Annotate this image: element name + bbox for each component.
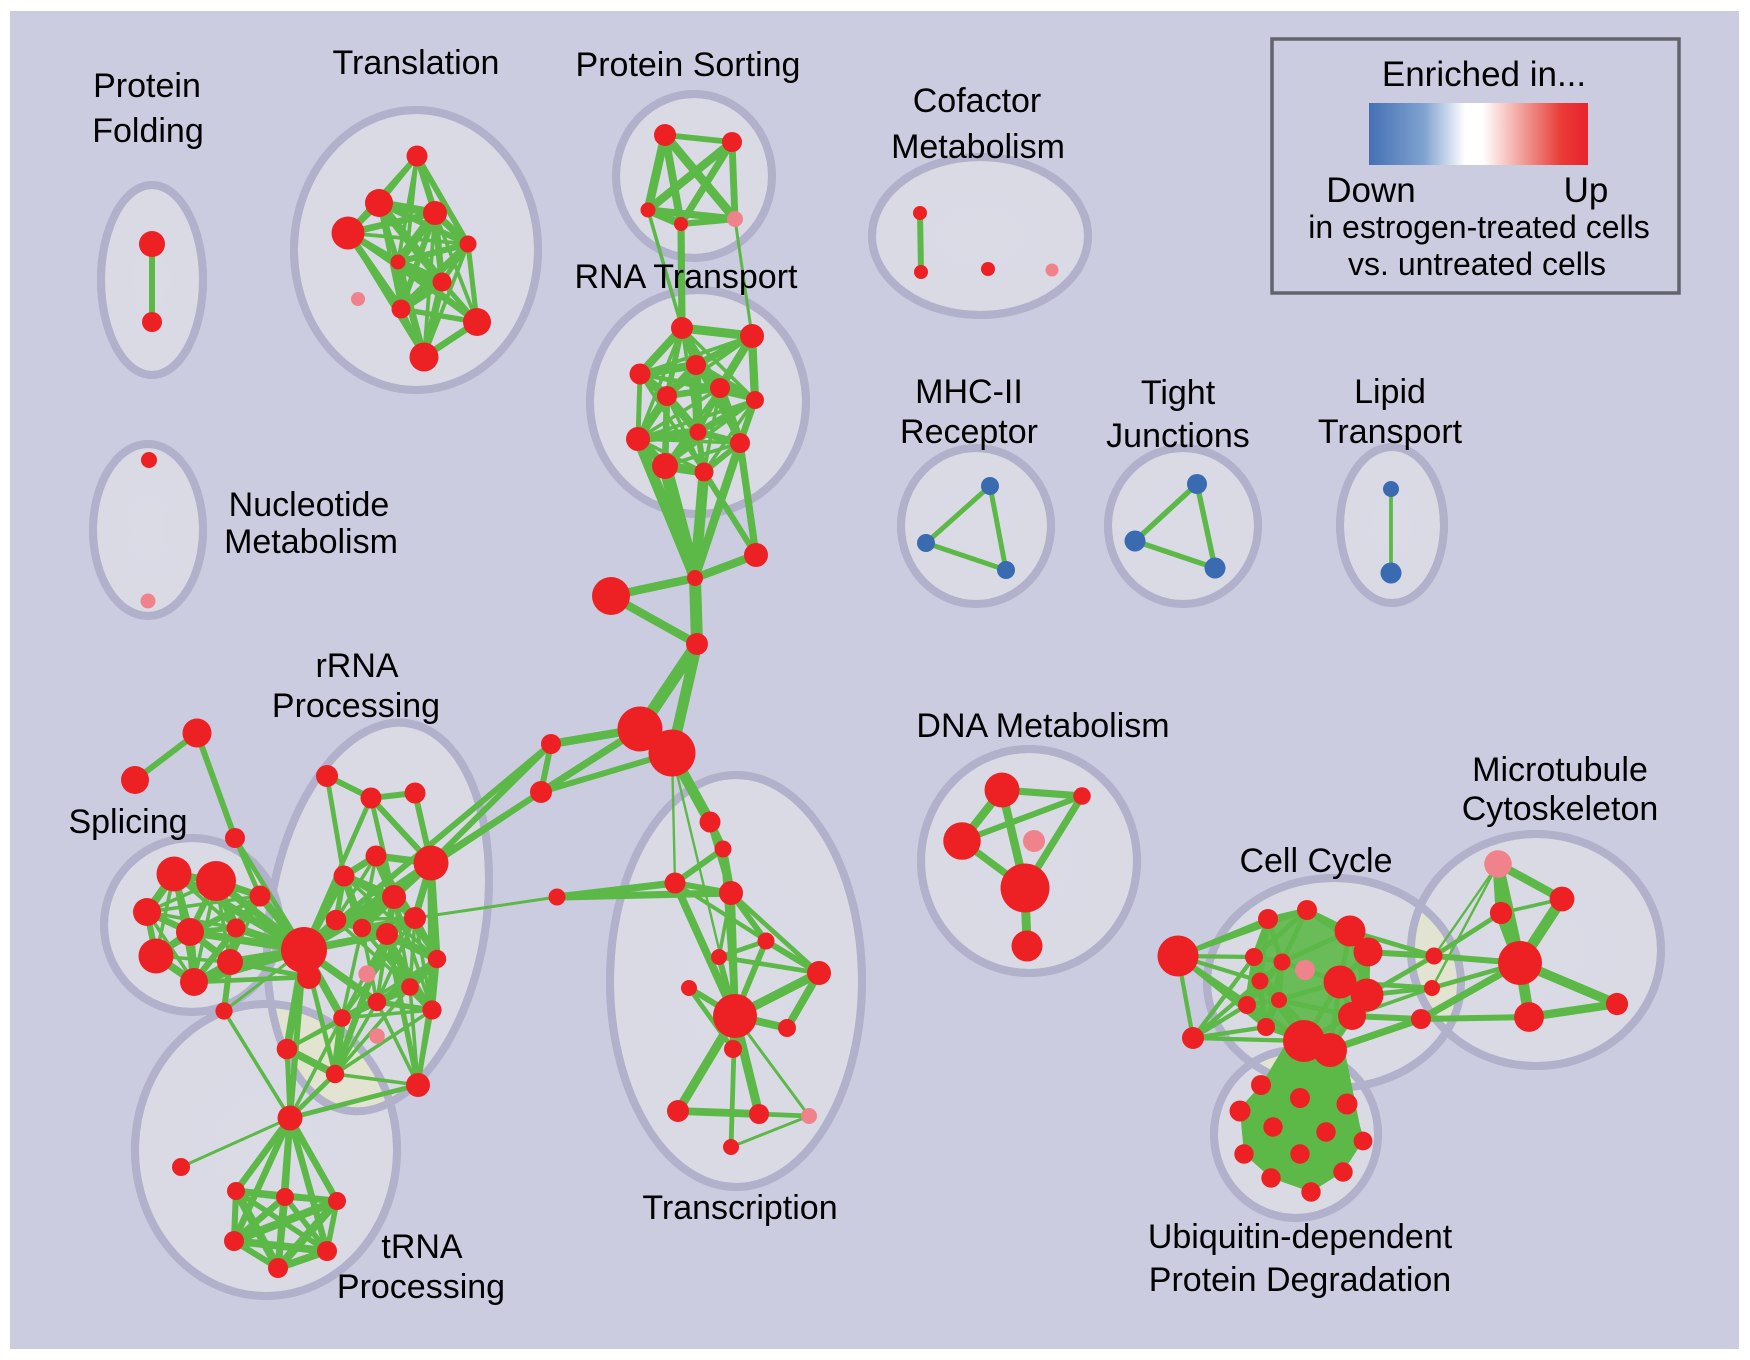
svg-text:Processing: Processing (272, 687, 440, 725)
svg-text:Tight: Tight (1141, 374, 1216, 412)
svg-text:Down: Down (1326, 171, 1415, 210)
svg-text:Cytoskeleton: Cytoskeleton (1462, 790, 1659, 828)
svg-text:in estrogen-treated cells: in estrogen-treated cells (1308, 209, 1650, 245)
svg-text:Microtubule: Microtubule (1472, 751, 1648, 789)
svg-text:Enriched in...: Enriched in... (1382, 55, 1586, 94)
svg-text:Protein Sorting: Protein Sorting (576, 46, 801, 84)
svg-text:Ubiquitin-dependent: Ubiquitin-dependent (1148, 1218, 1453, 1256)
svg-text:MHC-II: MHC-II (915, 373, 1023, 411)
svg-text:Nucleotide: Nucleotide (229, 486, 390, 524)
svg-text:Up: Up (1564, 171, 1609, 210)
svg-text:RNA Transport: RNA Transport (575, 258, 799, 296)
svg-text:DNA Metabolism: DNA Metabolism (916, 707, 1169, 745)
svg-text:Lipid: Lipid (1354, 373, 1426, 411)
svg-text:Translation: Translation (333, 44, 500, 82)
svg-text:Transport: Transport (1318, 413, 1463, 451)
svg-text:vs. untreated cells: vs. untreated cells (1348, 246, 1606, 282)
svg-text:Folding: Folding (92, 112, 204, 150)
svg-text:Receptor: Receptor (900, 413, 1038, 451)
svg-text:Junctions: Junctions (1106, 417, 1250, 455)
svg-text:Transcription: Transcription (642, 1189, 837, 1227)
svg-text:Metabolism: Metabolism (891, 128, 1065, 166)
svg-text:Protein: Protein (93, 67, 201, 105)
svg-text:Cell Cycle: Cell Cycle (1239, 842, 1392, 880)
svg-text:Processing: Processing (337, 1268, 505, 1306)
svg-text:Splicing: Splicing (68, 803, 187, 841)
svg-text:Cofactor: Cofactor (913, 82, 1042, 120)
svg-text:rRNA: rRNA (315, 647, 398, 685)
svg-text:tRNA: tRNA (381, 1228, 463, 1266)
svg-text:Protein Degradation: Protein Degradation (1149, 1261, 1451, 1299)
svg-text:Metabolism: Metabolism (224, 523, 398, 561)
